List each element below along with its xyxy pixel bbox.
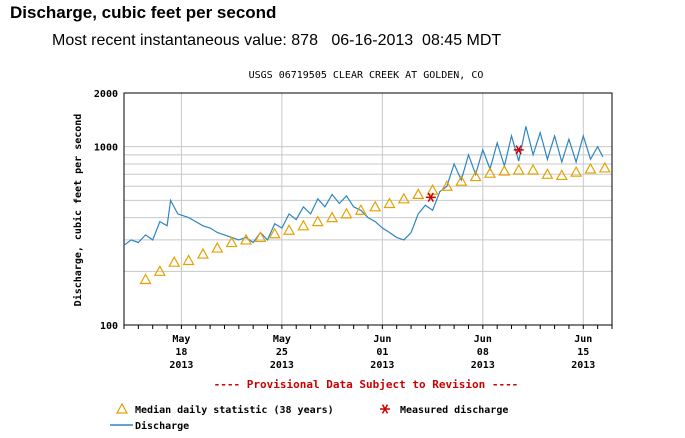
median-point — [297, 219, 310, 231]
x-tick-label: 15 — [577, 347, 589, 358]
median-point — [311, 215, 324, 227]
x-tick-label: Jun — [373, 334, 391, 345]
x-tick: May 18 2013 — [169, 334, 193, 371]
median-point — [139, 273, 152, 285]
legend: Median daily statistic (38 years) Measure… — [110, 402, 508, 432]
x-tick-label: 2013 — [370, 360, 394, 371]
median-point — [354, 204, 367, 215]
median-point — [555, 169, 568, 181]
y-tick-label: 1000 — [94, 143, 118, 154]
median-point — [211, 241, 224, 253]
x-tick: Jun 08 2013 — [471, 334, 495, 371]
x-tick-label: 25 — [276, 347, 288, 358]
median-point — [498, 164, 511, 176]
x-tick: Jun 15 2013 — [571, 334, 595, 371]
plot-frame-group — [123, 92, 613, 326]
recent-value-line: Most recent instantaneous value: 878 06-… — [52, 32, 501, 50]
x-tick-label: Jun — [574, 334, 592, 345]
median-point — [440, 180, 453, 191]
x-tick-label: May — [172, 334, 190, 345]
x-tick-label: 2013 — [169, 360, 193, 371]
y-tick-label: 100 — [100, 321, 118, 332]
median-point — [225, 236, 238, 248]
plot-frame — [123, 92, 613, 326]
x-tick-label: 2013 — [471, 360, 495, 371]
measured-point — [513, 145, 524, 155]
legend-median-marker — [115, 402, 129, 414]
x-tick-label: Jun — [474, 334, 492, 345]
x-tick-labels: May 18 2013 May 25 2013 Jun 01 2013 Jun 08 2013 Jun 1… — [169, 334, 595, 371]
x-tick-label: 08 — [477, 347, 489, 358]
median-point — [168, 255, 181, 267]
median-point — [369, 200, 382, 212]
legend-median-label: Median daily statistic (38 years) — [135, 404, 334, 416]
measured-stroke — [515, 145, 522, 155]
median-point — [340, 207, 353, 219]
series-layer — [123, 126, 611, 285]
provisional-note: ---- Provisional Data Subject to Revisio… — [214, 378, 519, 391]
recent-value: 878 — [291, 32, 318, 49]
y-tick-label: 2000 — [94, 89, 118, 100]
page-title: Discharge, cubic feet per second — [10, 3, 277, 22]
legend-measured-stroke — [381, 404, 389, 414]
recent-time: 08:45 MDT — [422, 32, 502, 49]
legend-discharge-label: Discharge — [135, 420, 189, 432]
median-point — [483, 166, 497, 178]
legend-measured-marker — [380, 404, 390, 414]
median-point — [196, 247, 209, 259]
median-point — [469, 170, 482, 182]
y-axis-label: Discharge, cubic feet per second — [72, 114, 84, 307]
median-point — [268, 227, 281, 239]
median-point — [239, 233, 253, 245]
measured-point — [425, 192, 436, 203]
x-tick: Jun 01 2013 — [370, 334, 394, 371]
median-point — [153, 265, 166, 276]
median-point — [512, 163, 525, 175]
median-point — [455, 175, 468, 186]
median-point — [541, 168, 554, 179]
x-tick-label: 2013 — [571, 360, 595, 371]
grid — [123, 92, 613, 329]
x-tick-label: 01 — [376, 347, 388, 358]
median-point — [397, 192, 410, 204]
legend-measured-label: Measured discharge — [400, 404, 508, 416]
median-point — [412, 188, 425, 199]
median-point — [383, 197, 396, 209]
x-tick-label: 2013 — [270, 360, 294, 371]
median-point — [584, 162, 597, 174]
median-point — [254, 231, 267, 242]
median-point — [570, 165, 583, 177]
x-tick-label: May — [273, 334, 291, 345]
median-point — [326, 211, 339, 223]
x-tick-label: 18 — [175, 347, 187, 358]
measured-stroke — [427, 192, 434, 203]
x-tick: May 25 2013 — [270, 334, 294, 371]
y-tick-labels: 100 1000 2000 — [94, 89, 118, 332]
median-point — [182, 254, 195, 266]
recent-date: 06-16-2013 — [331, 32, 414, 49]
median-point — [598, 161, 611, 173]
median-point — [283, 223, 296, 235]
chart-title: USGS 06719505 CLEAR CREEK AT GOLDEN, CO — [249, 70, 484, 81]
median-point — [527, 163, 540, 175]
recent-value-label: Most recent instantaneous value: — [52, 32, 287, 49]
